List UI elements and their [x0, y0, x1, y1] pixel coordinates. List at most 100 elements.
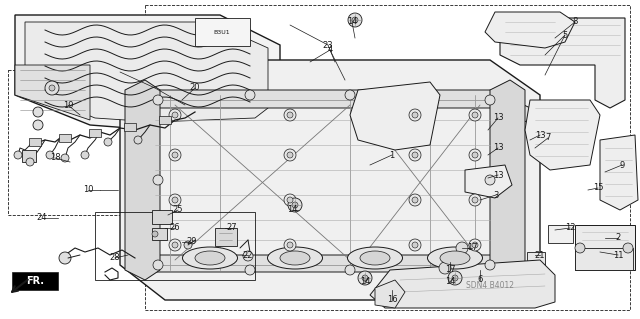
Circle shape [61, 154, 69, 162]
Text: 2: 2 [616, 234, 621, 242]
Circle shape [348, 13, 362, 27]
Text: 7: 7 [545, 133, 550, 143]
Circle shape [81, 151, 89, 159]
Circle shape [575, 243, 585, 253]
Circle shape [33, 120, 43, 130]
Ellipse shape [440, 251, 470, 265]
Bar [124, 123, 136, 131]
Circle shape [469, 194, 481, 206]
Circle shape [409, 194, 421, 206]
Circle shape [46, 151, 54, 159]
Circle shape [288, 198, 302, 212]
Text: 28: 28 [109, 254, 120, 263]
Text: 1: 1 [389, 151, 395, 160]
Text: 9: 9 [620, 160, 625, 169]
Circle shape [485, 260, 495, 270]
Circle shape [172, 197, 178, 203]
Circle shape [287, 197, 293, 203]
Circle shape [472, 112, 478, 118]
Circle shape [153, 260, 163, 270]
Bar [575, 225, 635, 270]
Circle shape [412, 112, 418, 118]
Circle shape [472, 152, 478, 158]
Polygon shape [500, 18, 625, 108]
Circle shape [472, 197, 478, 203]
Circle shape [469, 239, 481, 251]
Bar [527, 252, 545, 274]
Text: 13: 13 [493, 114, 503, 122]
Circle shape [26, 158, 34, 166]
Ellipse shape [348, 247, 403, 269]
Polygon shape [15, 15, 280, 130]
Text: 15: 15 [593, 183, 604, 192]
Circle shape [104, 138, 112, 146]
Circle shape [439, 262, 451, 274]
Text: FR.: FR. [26, 276, 44, 286]
Circle shape [452, 275, 458, 281]
Circle shape [448, 271, 462, 285]
Polygon shape [490, 80, 525, 280]
Circle shape [172, 242, 178, 248]
Text: 29: 29 [187, 238, 197, 247]
Polygon shape [120, 60, 540, 300]
Circle shape [172, 152, 178, 158]
Text: 18: 18 [50, 153, 60, 162]
Text: 24: 24 [36, 213, 47, 222]
Bar [145, 5, 630, 310]
Ellipse shape [268, 247, 323, 269]
Text: 3: 3 [493, 190, 499, 199]
Text: SDN4 B4012: SDN4 B4012 [466, 280, 514, 290]
Circle shape [469, 109, 481, 121]
Circle shape [169, 109, 181, 121]
Text: 14: 14 [287, 205, 297, 214]
Circle shape [153, 95, 163, 105]
Text: 14: 14 [360, 278, 371, 286]
Circle shape [352, 17, 358, 23]
Polygon shape [12, 272, 58, 290]
Circle shape [49, 85, 55, 91]
Text: 14: 14 [347, 18, 357, 26]
Bar [195, 18, 250, 46]
Polygon shape [525, 100, 600, 170]
Circle shape [14, 151, 22, 159]
Circle shape [169, 194, 181, 206]
Circle shape [245, 90, 255, 100]
Circle shape [59, 252, 71, 264]
Bar [22, 150, 36, 162]
Circle shape [362, 275, 368, 281]
Circle shape [412, 242, 418, 248]
Ellipse shape [280, 251, 310, 265]
Circle shape [409, 109, 421, 121]
Circle shape [485, 95, 495, 105]
Circle shape [172, 112, 178, 118]
Circle shape [412, 152, 418, 158]
Text: 13: 13 [534, 130, 545, 139]
Text: 4: 4 [328, 46, 333, 55]
Ellipse shape [360, 251, 390, 265]
Text: 8: 8 [572, 18, 578, 26]
Bar [29, 138, 41, 146]
Circle shape [184, 241, 192, 249]
Text: 14: 14 [445, 278, 455, 286]
Text: 20: 20 [189, 84, 200, 93]
Circle shape [345, 90, 355, 100]
Text: 12: 12 [564, 224, 575, 233]
Text: 19: 19 [63, 100, 73, 109]
Text: 13: 13 [493, 170, 503, 180]
Circle shape [284, 149, 296, 161]
Text: 16: 16 [387, 295, 397, 305]
Circle shape [287, 112, 293, 118]
Circle shape [287, 152, 293, 158]
Polygon shape [370, 260, 555, 308]
Circle shape [169, 149, 181, 161]
Text: 25: 25 [173, 205, 183, 214]
Text: 10: 10 [83, 186, 93, 195]
Text: 13: 13 [493, 144, 503, 152]
Bar [89, 129, 101, 137]
Circle shape [287, 242, 293, 248]
Bar [548, 225, 573, 243]
Circle shape [152, 231, 158, 237]
Text: 22: 22 [243, 250, 253, 259]
Bar [8, 70, 213, 215]
Text: 5: 5 [563, 31, 568, 40]
